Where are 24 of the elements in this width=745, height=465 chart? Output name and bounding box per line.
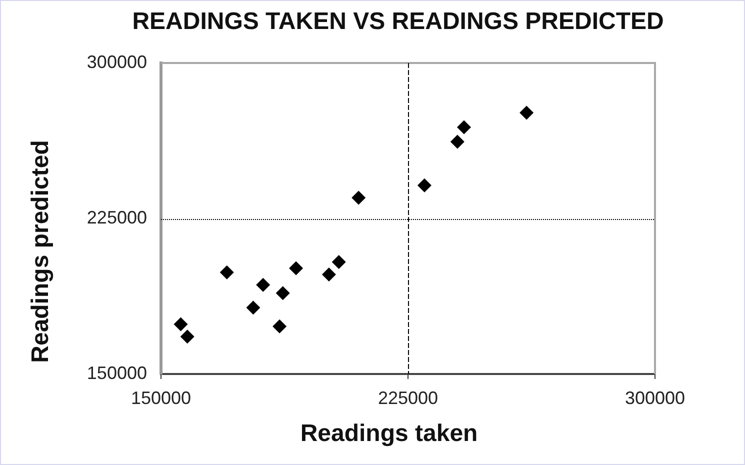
y-tick-label: 300000 <box>86 52 147 72</box>
point <box>174 317 188 332</box>
point <box>417 178 432 192</box>
point <box>456 120 471 134</box>
point <box>276 286 290 300</box>
point <box>246 300 260 315</box>
point <box>272 319 287 334</box>
point <box>520 106 534 120</box>
y-tick-label: 225000 <box>86 207 147 228</box>
point <box>352 190 366 205</box>
point <box>322 267 336 282</box>
x-tick-label: 150000 <box>130 388 192 408</box>
point <box>450 134 464 149</box>
point <box>289 261 304 276</box>
y-tick-label: 150000 <box>86 362 147 383</box>
y-axis-title: Readings predicted <box>27 140 54 363</box>
point <box>256 278 270 292</box>
chart-title: READINGS TAKEN VS READINGS PREDICTED <box>132 8 664 35</box>
point <box>332 255 346 270</box>
x-axis-title: Readings taken <box>300 420 478 447</box>
x-tick-label: 300000 <box>624 388 686 408</box>
point <box>220 265 234 280</box>
x-tick-label: 225000 <box>378 388 438 408</box>
point <box>180 330 194 344</box>
